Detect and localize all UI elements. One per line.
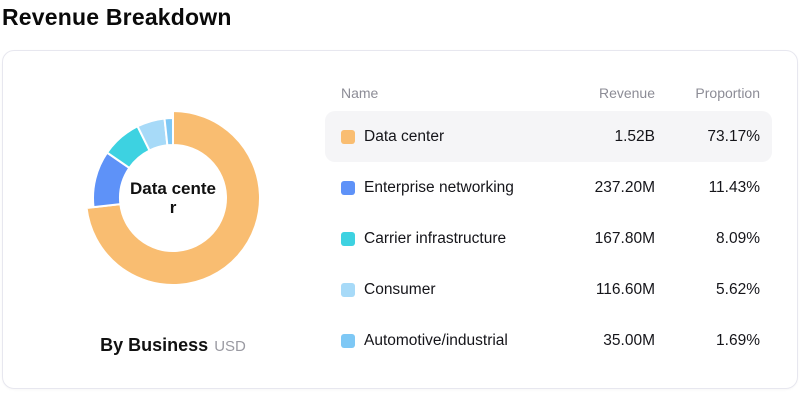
series-color-swatch bbox=[341, 231, 355, 246]
page-title: Revenue Breakdown bbox=[2, 4, 232, 30]
series-name: Carrier infrastructure bbox=[364, 229, 507, 247]
series-revenue: 1.52B bbox=[614, 127, 655, 145]
header-proportion: Proportion bbox=[695, 85, 760, 101]
legend-row[interactable]: Consumer 116.60M 5.62% bbox=[325, 264, 772, 315]
series-revenue: 167.80M bbox=[594, 229, 655, 247]
chart-caption: By Business USD bbox=[3, 335, 343, 356]
series-name: Enterprise networking bbox=[364, 178, 514, 196]
legend-table: Name Revenue Proportion Data center 1.52B… bbox=[325, 80, 772, 366]
series-name: Automotive/industrial bbox=[364, 331, 508, 349]
legend-rows: Data center 1.52B 73.17% Enterprise network… bbox=[325, 111, 772, 366]
series-revenue: 116.60M bbox=[595, 280, 655, 298]
series-proportion: 8.09% bbox=[716, 229, 760, 247]
series-revenue: 237.20M bbox=[594, 178, 655, 196]
legend-row[interactable]: Data center 1.52B 73.17% bbox=[325, 111, 772, 162]
series-revenue: 35.00M bbox=[603, 331, 655, 349]
series-proportion: 5.62% bbox=[716, 280, 760, 298]
series-color-swatch bbox=[341, 129, 355, 144]
donut-center-label-line1: Data cente bbox=[130, 179, 216, 198]
series-color-swatch bbox=[341, 333, 355, 348]
series-color-swatch bbox=[341, 180, 355, 195]
series-name: Data center bbox=[364, 127, 445, 145]
donut-slice[interactable] bbox=[85, 110, 261, 286]
table-header: Name Revenue Proportion bbox=[325, 80, 772, 106]
series-proportion: 73.17% bbox=[707, 127, 760, 145]
legend-row[interactable]: Automotive/industrial 35.00M 1.69% bbox=[325, 315, 772, 366]
donut-slice[interactable] bbox=[163, 117, 174, 147]
revenue-card: Data cente r By Business USD Name Revenue… bbox=[2, 50, 798, 389]
series-name: Consumer bbox=[364, 280, 436, 298]
series-proportion: 1.69% bbox=[716, 331, 760, 349]
legend-row[interactable]: Enterprise networking 237.20M 11.43% bbox=[325, 162, 772, 213]
donut-center-label: Data cente r bbox=[117, 179, 229, 217]
header-revenue: Revenue bbox=[598, 85, 655, 101]
series-proportion: 11.43% bbox=[708, 178, 760, 196]
donut-chart bbox=[85, 110, 261, 286]
header-name: Name bbox=[341, 85, 379, 101]
legend-row[interactable]: Carrier infrastructure 167.80M 8.09% bbox=[325, 213, 772, 264]
series-color-swatch bbox=[341, 282, 355, 297]
chart-caption-unit: USD bbox=[214, 338, 246, 355]
chart-caption-title: By Business bbox=[100, 335, 209, 355]
donut-center-label-line2: r bbox=[169, 198, 177, 217]
